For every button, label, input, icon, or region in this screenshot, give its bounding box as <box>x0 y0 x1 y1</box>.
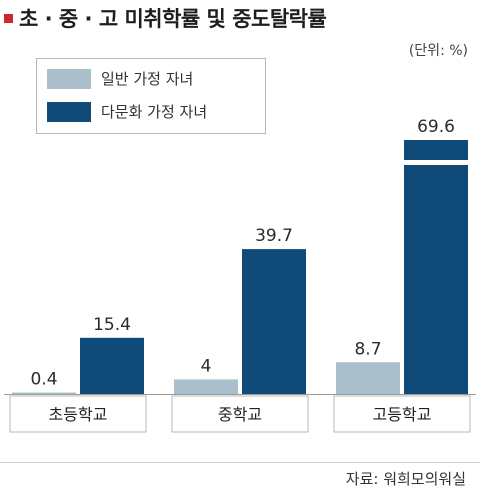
legend-label-multicultural: 다문화 가정 자녀 <box>101 103 208 121</box>
axis-break-gap <box>403 160 469 165</box>
category-box-2 <box>333 395 471 433</box>
chart-title: 초 · 중 · 고 미취학률 및 중도탈락률 <box>19 7 327 31</box>
category-box-1 <box>171 395 309 433</box>
title-marker-icon <box>4 13 13 23</box>
bar-multicultural-1 <box>242 249 306 394</box>
category-box-0 <box>9 395 147 433</box>
chart-title-row: 초 · 중 · 고 미취학률 및 중도탈락률 <box>4 2 327 34</box>
legend-swatch-multicultural <box>47 101 91 122</box>
category-label-0: 초등학교 <box>49 405 108 424</box>
category-label-1: 중학교 <box>218 405 262 424</box>
bar-multicultural-0 <box>80 337 144 394</box>
data-label-general-2: 8.7 <box>354 339 381 359</box>
bar-multicultural-2 <box>404 140 468 394</box>
category-label-2: 고등학교 <box>373 405 432 424</box>
data-label-general-0: 0.4 <box>30 370 57 390</box>
bottom-divider <box>0 462 480 463</box>
bar-general-2 <box>336 362 400 394</box>
bar-general-1 <box>174 379 238 394</box>
bar-general-0 <box>12 392 76 394</box>
data-label-general-1: 4 <box>201 356 212 376</box>
data-label-multicultural-1: 39.7 <box>255 226 293 246</box>
data-label-multicultural-2: 69.6 <box>417 117 455 137</box>
legend-label-general: 일반 가정 자녀 <box>101 70 194 88</box>
legend-swatch-general <box>47 68 91 89</box>
legend-item-multicultural: 다문화 가정 자녀 <box>47 101 207 122</box>
legend-item-general: 일반 가정 자녀 <box>47 68 193 89</box>
data-label-multicultural-0: 15.4 <box>93 315 131 335</box>
source-note: 자료: 워희모의워실 <box>345 470 466 488</box>
unit-label: (단위: %) <box>408 43 468 59</box>
legend: 일반 가정 자녀 다문화 가정 자녀 <box>36 58 266 134</box>
